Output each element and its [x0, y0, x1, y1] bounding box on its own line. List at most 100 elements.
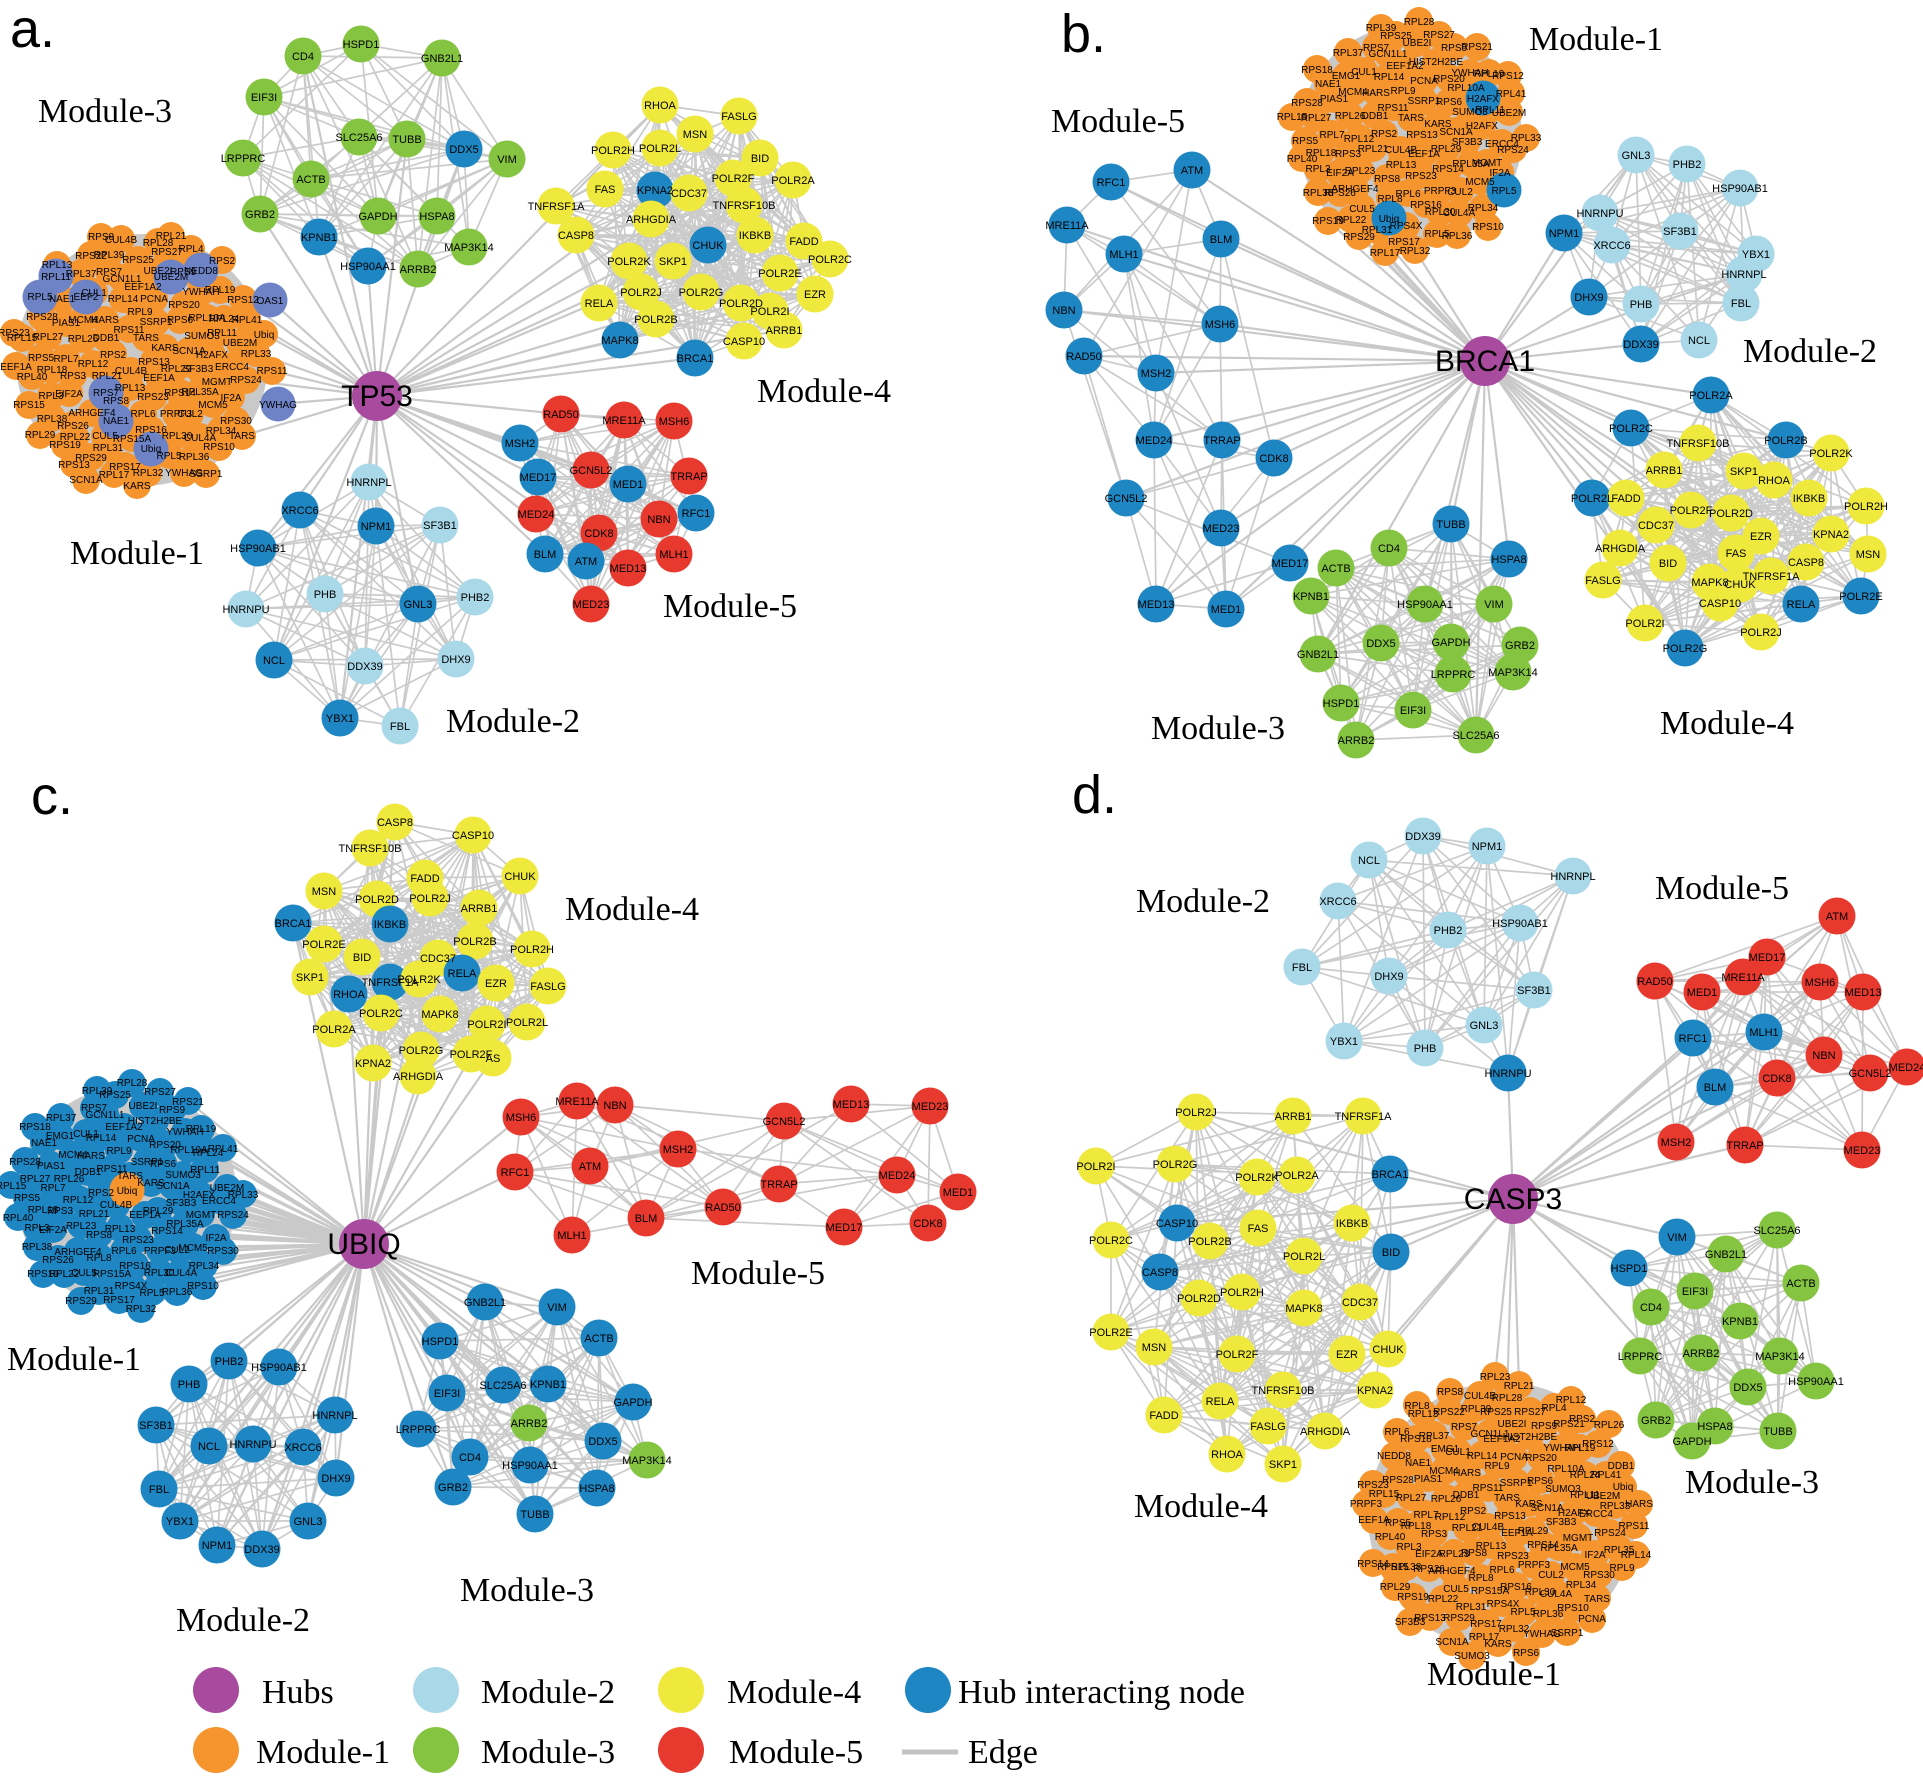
svg-text:Ubiq: Ubiq	[254, 330, 275, 341]
svg-text:CUL4B: CUL4B	[1464, 1391, 1497, 1402]
svg-text:POLR2E: POLR2E	[1089, 1327, 1132, 1339]
svg-text:RPL34: RPL34	[1566, 1580, 1597, 1591]
svg-text:DDX39: DDX39	[1405, 831, 1440, 843]
svg-text:ARHGDIA: ARHGDIA	[1300, 1426, 1351, 1438]
svg-text:DDX39: DDX39	[1623, 339, 1658, 351]
svg-text:BID: BID	[1382, 1247, 1400, 1259]
svg-text:SLC25A6: SLC25A6	[1452, 730, 1499, 742]
svg-text:RHOA: RHOA	[1758, 475, 1790, 487]
svg-text:RPS13: RPS13	[58, 460, 90, 471]
svg-text:MAPK8: MAPK8	[1691, 577, 1728, 589]
svg-text:HSP90AB1: HSP90AB1	[1712, 183, 1768, 195]
svg-text:SLC25A6: SLC25A6	[1753, 1225, 1800, 1237]
svg-text:SLC25A6: SLC25A6	[335, 132, 382, 144]
svg-text:RPS24: RPS24	[217, 1210, 249, 1221]
svg-text:RAD50: RAD50	[1066, 351, 1101, 363]
svg-text:TARS: TARS	[229, 431, 255, 442]
svg-text:RPL38: RPL38	[22, 1242, 53, 1253]
svg-text:Module-2: Module-2	[1743, 333, 1877, 370]
svg-text:RPS10: RPS10	[203, 442, 235, 453]
svg-text:RPL14: RPL14	[108, 294, 139, 305]
svg-text:SCN1A: SCN1A	[69, 475, 103, 486]
svg-text:HSPA8: HSPA8	[579, 1483, 614, 1495]
svg-text:Module-1: Module-1	[70, 535, 204, 572]
svg-text:HSPD1: HSPD1	[422, 1336, 459, 1348]
svg-text:RAD50: RAD50	[1637, 976, 1672, 988]
svg-text:RPS5: RPS5	[28, 353, 55, 364]
svg-text:EZR: EZR	[1336, 1349, 1358, 1361]
svg-text:PHB2: PHB2	[461, 592, 490, 604]
svg-text:RPL26: RPL26	[1431, 1494, 1462, 1505]
svg-text:TNFRSF1A: TNFRSF1A	[528, 201, 586, 213]
svg-text:POLR2H: POLR2H	[1844, 501, 1888, 513]
svg-text:SKP1: SKP1	[659, 256, 687, 268]
svg-text:HSP90AB1: HSP90AB1	[1492, 918, 1548, 930]
svg-text:ARRB1: ARRB1	[1275, 1111, 1312, 1123]
svg-text:DHX9: DHX9	[1574, 292, 1603, 304]
svg-text:RPS21: RPS21	[1461, 42, 1493, 53]
svg-text:KPNA2: KPNA2	[355, 1058, 391, 1070]
svg-text:CUL5: CUL5	[1349, 204, 1375, 215]
svg-text:POLR2J: POLR2J	[1175, 1107, 1217, 1119]
svg-text:BLM: BLM	[534, 549, 557, 561]
svg-text:MED17: MED17	[1272, 558, 1309, 570]
svg-text:GNB2L1: GNB2L1	[1705, 1249, 1747, 1261]
svg-text:RAD50: RAD50	[705, 1202, 740, 1214]
svg-text:YBX1: YBX1	[166, 1516, 194, 1528]
svg-text:RPL40: RPL40	[3, 1213, 34, 1224]
svg-text:RPL40: RPL40	[17, 372, 48, 383]
svg-text:NEDD8: NEDD8	[184, 266, 218, 277]
svg-text:RPL41: RPL41	[208, 1144, 239, 1155]
svg-text:RPS18: RPS18	[1301, 65, 1333, 76]
svg-text:Module-1: Module-1	[1427, 1656, 1561, 1693]
svg-text:POLR2G: POLR2G	[679, 287, 724, 299]
svg-text:POLR2J: POLR2J	[620, 287, 662, 299]
svg-text:XRCC6: XRCC6	[281, 505, 318, 517]
svg-text:RPS28: RPS28	[9, 1157, 41, 1168]
svg-text:Module-3: Module-3	[1151, 710, 1285, 747]
svg-text:Module-5: Module-5	[691, 1255, 825, 1292]
svg-text:HNRNPL: HNRNPL	[312, 1410, 357, 1422]
svg-text:RPL26: RPL26	[1594, 1420, 1625, 1431]
svg-text:MGMT: MGMT	[202, 377, 233, 388]
svg-text:DDX39: DDX39	[244, 1544, 279, 1556]
svg-text:PCNA: PCNA	[140, 294, 168, 305]
svg-text:ARHGDIA: ARHGDIA	[1595, 543, 1646, 555]
svg-text:RPL33: RPL33	[1511, 133, 1542, 144]
svg-text:TNFRSF1A: TNFRSF1A	[1743, 571, 1801, 583]
svg-text:RPS8: RPS8	[88, 232, 115, 243]
svg-text:SF3B3: SF3B3	[183, 364, 214, 375]
svg-text:ARRB2: ARRB2	[1683, 1348, 1720, 1360]
svg-text:PCNA: PCNA	[1578, 1614, 1606, 1625]
svg-text:MED13: MED13	[833, 1099, 870, 1111]
svg-text:HSPA8: HSPA8	[419, 211, 454, 223]
svg-text:HSPD1: HSPD1	[1323, 698, 1360, 710]
svg-text:HNRNPL: HNRNPL	[346, 477, 391, 489]
svg-text:KARS: KARS	[123, 481, 151, 492]
svg-text:MLH1: MLH1	[659, 549, 688, 561]
svg-text:RPL9: RPL9	[1390, 86, 1415, 97]
svg-text:NPM1: NPM1	[361, 521, 392, 533]
svg-text:POLR2K: POLR2K	[1235, 1172, 1279, 1184]
svg-text:FASLG: FASLG	[721, 111, 756, 123]
svg-text:RPS15: RPS15	[13, 400, 45, 411]
svg-text:RFC1: RFC1	[1679, 1033, 1708, 1045]
svg-text:CDK8: CDK8	[584, 528, 613, 540]
svg-text:POLR2F: POLR2F	[712, 173, 755, 185]
svg-text:KPNB1: KPNB1	[301, 232, 337, 244]
svg-text:HSP90AA1: HSP90AA1	[340, 261, 396, 273]
svg-text:RPS11: RPS11	[257, 366, 288, 377]
svg-text:RPS10: RPS10	[1472, 222, 1504, 233]
svg-text:POLR2H: POLR2H	[591, 145, 635, 157]
svg-text:GNB2L1: GNB2L1	[1297, 649, 1339, 661]
svg-text:RPS4X: RPS4X	[1390, 221, 1423, 232]
svg-text:POLR2A: POLR2A	[1689, 390, 1733, 402]
svg-text:RPS7: RPS7	[1451, 1422, 1478, 1433]
svg-text:FASLG: FASLG	[1250, 1421, 1285, 1433]
svg-text:RPL35A: RPL35A	[1540, 1543, 1578, 1554]
svg-text:POLR2H: POLR2H	[1220, 1287, 1264, 1299]
svg-text:FASLG: FASLG	[530, 981, 565, 993]
svg-text:MSH6: MSH6	[1205, 319, 1236, 331]
svg-text:TNFRSF10B: TNFRSF10B	[339, 843, 402, 855]
svg-text:CDC37: CDC37	[671, 188, 707, 200]
